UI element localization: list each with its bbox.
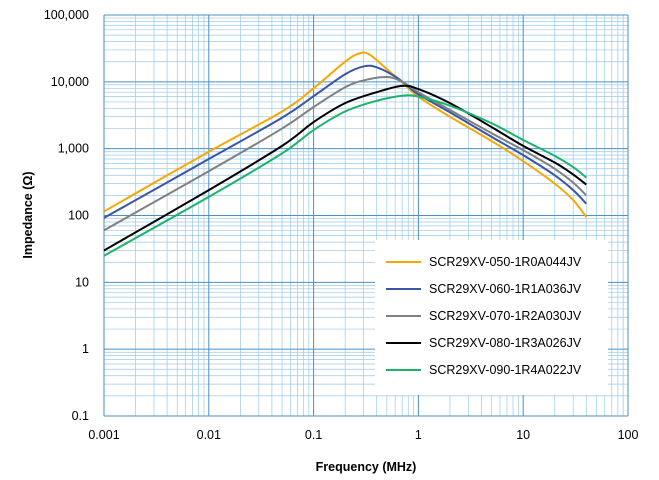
y-tick-label: 10: [75, 275, 89, 289]
y-axis-title: Impedance (Ω): [21, 171, 35, 258]
y-tick-label: 0.1: [72, 409, 89, 423]
series-lines: [103, 51, 588, 257]
y-tick-labels: 0.1 1 10 100 1,000 10,000 100,000: [44, 8, 89, 423]
x-tick-label: 0.01: [197, 428, 221, 442]
series-line-5: [103, 94, 587, 257]
series-line-3: [103, 76, 587, 232]
series-line-4: [103, 84, 587, 252]
y-tick-label: 10,000: [51, 75, 89, 89]
legend-label: SCR29XV-080-1R3A026JV: [429, 336, 582, 350]
x-tick-labels: 0.001 0.01 0.1 1 10 100: [88, 428, 638, 442]
legend: SCR29XV-050-1R0A044JV SCR29XV-060-1R1A036…: [375, 240, 608, 395]
series-line-2: [103, 64, 588, 219]
series-line-1: [103, 51, 588, 218]
x-tick-label: 100: [618, 428, 639, 442]
legend-label: SCR29XV-070-1R2A030JV: [429, 309, 582, 323]
legend-label: SCR29XV-050-1R0A044JV: [429, 255, 582, 269]
y-tick-label: 100: [68, 209, 89, 223]
y-tick-label: 1,000: [58, 142, 89, 156]
x-tick-label: 0.1: [305, 428, 322, 442]
legend-label: SCR29XV-060-1R1A036JV: [429, 282, 582, 296]
x-tick-label: 10: [516, 428, 530, 442]
y-tick-label: 1: [82, 342, 89, 356]
x-tick-label: 0.001: [88, 428, 119, 442]
legend-label: SCR29XV-090-1R4A022JV: [429, 363, 582, 377]
x-axis-title: Frequency (MHz): [316, 460, 417, 474]
y-tick-label: 100,000: [44, 8, 89, 22]
x-tick-label: 1: [415, 428, 422, 442]
